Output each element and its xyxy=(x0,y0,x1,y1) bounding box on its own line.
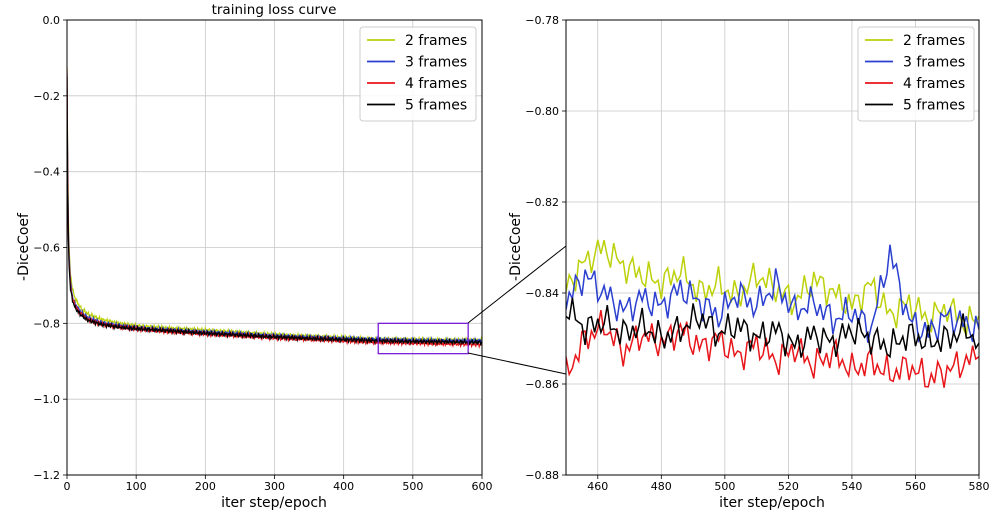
y-tick-label: −0.82 xyxy=(525,196,559,209)
legend: 2 frames 3 frames 4 frames 5 frames xyxy=(857,26,975,122)
legend-label: 2 frames xyxy=(405,33,467,49)
chart-title: training loss curve xyxy=(212,2,337,18)
zoom-box xyxy=(377,322,469,355)
legend-label: 3 frames xyxy=(903,55,965,71)
y-tick-label: −0.88 xyxy=(525,469,559,482)
y-tick-label: −0.80 xyxy=(525,105,559,118)
y-axis-label: -DiceCoef xyxy=(508,212,524,281)
x-tick-labels: 0 100 200 300 400 500 600 xyxy=(64,475,493,493)
legend-box xyxy=(857,26,975,122)
series-lines xyxy=(566,239,979,388)
legend-label: 4 frames xyxy=(903,76,965,92)
series-line-5-frames xyxy=(566,297,979,359)
zoomed-chart: 460 480 500 520 540 560 580 −0.78−0.80−0.82−0.… xyxy=(508,14,990,511)
legend-label: 3 frames xyxy=(405,55,467,71)
series-line-4-frames xyxy=(566,309,979,388)
x-tick-labels: 460 480 500 520 540 560 580 xyxy=(587,475,990,493)
series-line-2-frames xyxy=(566,239,979,339)
legend: 2 frames 3 frames 4 frames 5 frames xyxy=(359,26,477,122)
y-tick-label: −0.2 xyxy=(33,90,60,103)
x-axis-label: iter step/epoch xyxy=(221,495,327,511)
series-line-3-frames xyxy=(566,244,979,343)
zoom-connector-top xyxy=(467,245,567,324)
series-lines xyxy=(67,65,482,350)
x-tick-label: 560 xyxy=(905,480,926,493)
legend-label: 5 frames xyxy=(405,98,467,114)
x-tick-label: 500 xyxy=(714,480,735,493)
y-tick-labels: 0.0 −0.2 −0.4 −0.6 −0.8 −1.0 −1.2 xyxy=(33,14,67,482)
y-tick-label: −0.4 xyxy=(33,166,60,179)
y-tick-label: −0.84 xyxy=(525,287,559,300)
series-line-5-frames xyxy=(67,76,482,347)
y-tick-label: −1.2 xyxy=(33,469,60,482)
x-tick-label: 520 xyxy=(778,480,799,493)
legend-label: 4 frames xyxy=(405,76,467,92)
x-tick-label: 600 xyxy=(472,480,493,493)
zoom-region xyxy=(377,322,469,355)
x-tick-label: 400 xyxy=(333,480,354,493)
x-tick-label: 500 xyxy=(402,480,423,493)
legend-box xyxy=(359,26,477,122)
y-tick-labels: −0.78 −0.80 −0.82 −0.84 −0.86 −0.88 xyxy=(525,14,566,482)
x-tick-label: 460 xyxy=(587,480,608,493)
plot-frame xyxy=(565,19,980,476)
legend-label: 2 frames xyxy=(903,33,965,49)
legend-label: 5 frames xyxy=(903,98,965,114)
x-tick-label: 300 xyxy=(264,480,285,493)
y-tick-label: −0.86 xyxy=(525,378,559,391)
x-tick-label: 540 xyxy=(841,480,862,493)
x-tick-label: 580 xyxy=(969,480,990,493)
y-axis-label: -DiceCoef xyxy=(16,212,32,281)
x-tick-label: 0 xyxy=(64,480,71,493)
y-tick-label: −0.6 xyxy=(33,242,60,255)
y-tick-label: −0.8 xyxy=(33,317,60,330)
x-axis-label: iter step/epoch xyxy=(719,495,825,511)
y-tick-label: −0.78 xyxy=(525,14,559,27)
x-tick-label: 480 xyxy=(651,480,672,493)
overview-chart: 0 100 200 300 400 500 600 0.0 −0.2 −0.4 −0.6 −0.8 −… xyxy=(16,2,493,511)
y-tick-label: 0.0 xyxy=(43,14,61,27)
x-tick-label: 100 xyxy=(126,480,147,493)
y-tick-label: −1.0 xyxy=(33,393,60,406)
x-tick-label: 200 xyxy=(195,480,216,493)
zoom-connector-bottom xyxy=(467,352,567,375)
